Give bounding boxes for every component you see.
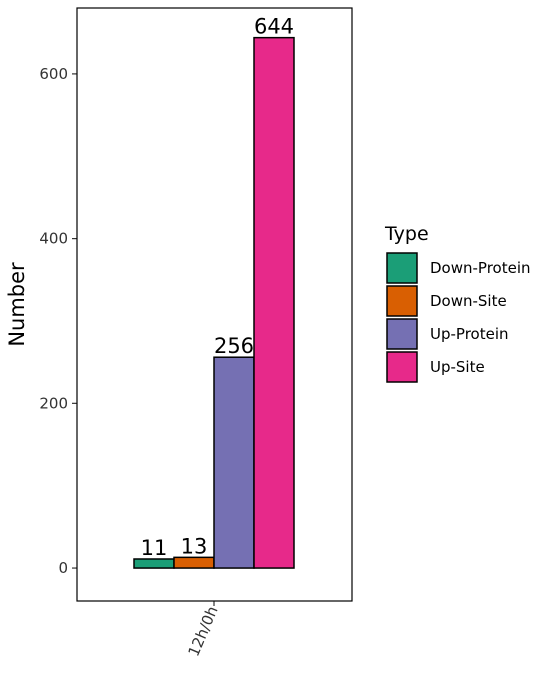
bar-down-protein [133,558,175,569]
data-label: 11 [141,536,168,560]
data-label: 13 [181,534,208,558]
legend-key [386,351,418,383]
legend-key [386,318,418,350]
y-tick-label: 400 [39,230,68,248]
plot-panel-border [76,7,353,602]
legend: Type Down-Protein Down-Site Up-Protein Up-S… [384,223,531,383]
y-tick-label: 200 [39,394,68,412]
y-axis-ticks: 0 200 400 600 [39,65,77,577]
legend-label: Down-Site [430,292,507,310]
data-label: 644 [254,15,294,39]
bar-down-site [173,556,215,569]
data-label: 256 [214,334,254,358]
legend-label: Down-Protein [430,259,531,277]
bar-up-site [253,36,295,569]
legend-label: Up-Site [430,358,485,376]
y-tick-label: 0 [58,559,68,577]
legend-key [386,252,418,284]
legend-title: Type [384,223,429,245]
legend-key [386,285,418,317]
bar-layer: 11 13 256 644 [133,15,295,569]
legend-label: Up-Protein [430,325,509,343]
bar-up-protein [213,356,255,569]
y-axis-title: Number [5,262,29,347]
y-tick-label: 600 [39,65,68,83]
